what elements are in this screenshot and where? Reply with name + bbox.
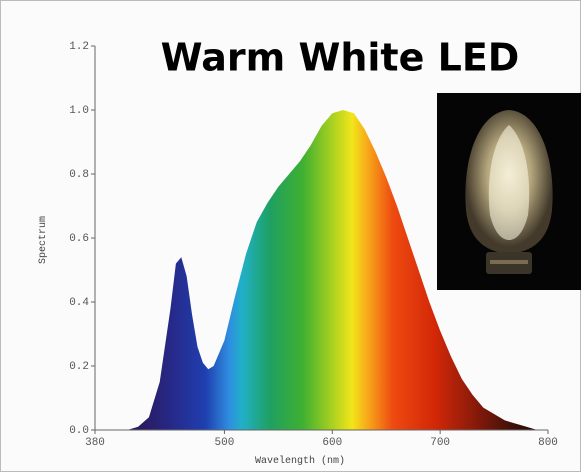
x-tick-label: 380: [85, 437, 105, 449]
y-tick-label: 0.0: [69, 425, 89, 437]
y-tick-label: 1.2: [69, 41, 89, 53]
y-tick-label: 1.0: [69, 105, 89, 117]
x-axis-title: Wavelength (nm): [255, 455, 345, 467]
y-axis-title: Spectrum: [38, 216, 49, 264]
y-tick-label: 0.8: [69, 169, 89, 181]
y-tick-label: 0.6: [69, 233, 89, 245]
chart: Warm White LED Wavelength (nm) Spectrum …: [0, 0, 581, 472]
x-tick-label: 800: [538, 437, 558, 449]
y-tick-label: 0.4: [69, 297, 89, 309]
led-photo: [437, 93, 581, 290]
y-tick-label: 0.2: [69, 361, 89, 373]
x-tick-label: 600: [322, 437, 342, 449]
x-tick-label: 500: [215, 437, 235, 449]
x-tick-label: 700: [430, 437, 450, 449]
chart-title: Warm White LED: [161, 36, 520, 80]
